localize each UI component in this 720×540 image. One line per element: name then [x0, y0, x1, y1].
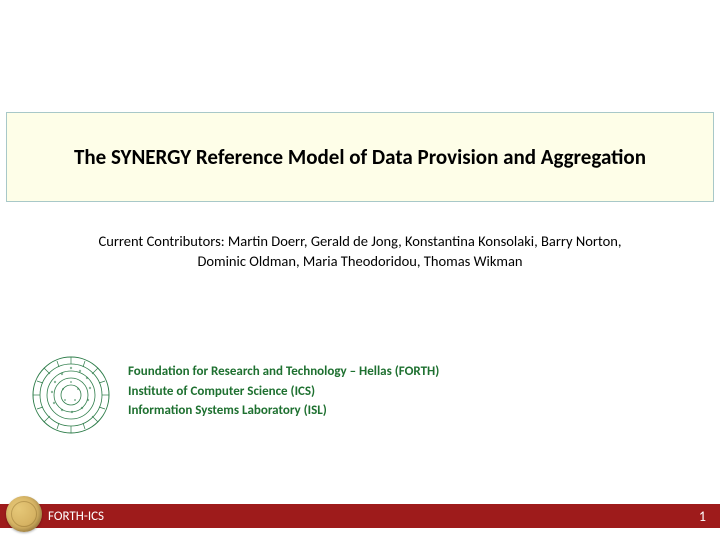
institution-line-1: Foundation for Research and Technology –…: [128, 362, 439, 382]
footer-label: FORTH-ICS: [48, 509, 104, 524]
title-box: The SYNERGY Reference Model of Data Prov…: [6, 112, 714, 202]
contributors-block: Current Contributors: Martin Doerr, Gera…: [40, 232, 680, 271]
page-number: 1: [699, 508, 706, 525]
coin-seal-icon: [6, 496, 42, 532]
institution-line-2: Institute of Computer Science (ICS): [128, 382, 439, 402]
institution-line-3: Information Systems Laboratory (ISL): [128, 401, 439, 421]
institution-block: Foundation for Research and Technology –…: [128, 362, 439, 421]
contributors-line-1: Current Contributors: Martin Doerr, Gera…: [40, 232, 680, 252]
page-title: The SYNERGY Reference Model of Data Prov…: [74, 144, 646, 170]
footer-bar: FORTH-ICS 1: [0, 504, 720, 528]
contributors-line-2: Dominic Oldman, Maria Theodoridou, Thoma…: [40, 252, 680, 272]
phaistos-disc-icon: [32, 356, 110, 434]
